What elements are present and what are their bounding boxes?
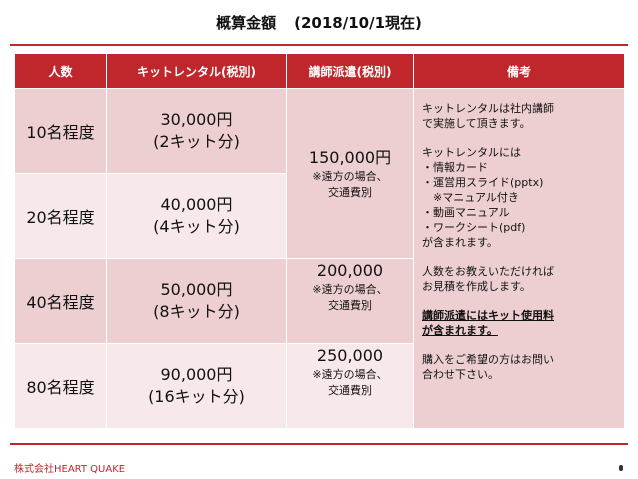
rental-cell: 30,000円 (2キット分)	[106, 88, 287, 174]
dispatch-cell: 200,000 ※遠方の場合、 交通費別	[286, 258, 414, 344]
table-row: 10名程度 30,000円 (2キット分) 150,000円 ※遠方の場合、 交…	[14, 88, 625, 429]
remarks-line: 合わせ下さい。	[422, 368, 499, 381]
page-marker	[619, 465, 623, 471]
table-row: 80名程度 90,000円 (16キット分) 250,000 ※遠方の場合、 交…	[14, 343, 625, 429]
header-dispatch: 講師派遣(税別)	[286, 53, 414, 89]
remarks-line: 購入をご希望の方はお問い	[422, 353, 554, 366]
rental-kits: (16キット分)	[148, 387, 245, 406]
dispatch-amount: 200,000	[316, 261, 384, 280]
rental-kits: (8キット分)	[153, 302, 240, 321]
remarks-line: ・動画マニュアル	[422, 206, 510, 219]
header-kit-rental: キットレンタル(税別)	[106, 53, 287, 89]
remarks-line: キットレンタルは社内講師	[422, 102, 554, 115]
dispatch-amount: 250,000	[316, 346, 384, 365]
rental-cell: 90,000円 (16キット分)	[106, 343, 287, 429]
remarks-line: で実施して頂きます。	[422, 117, 531, 130]
table-row: 40名程度 50,000円 (8キット分) 200,000 ※遠方の場合、 交通…	[14, 258, 625, 344]
bottom-divider	[10, 443, 628, 445]
company-name: 株式会社HEART QUAKE	[14, 464, 126, 475]
rental-amount: 90,000円	[160, 365, 233, 384]
dispatch-note: ※遠方の場合、	[312, 368, 388, 381]
remarks-line: ※マニュアル付き	[422, 191, 519, 204]
dispatch-amount: 150,000円	[308, 147, 392, 167]
header-row: 人数 キットレンタル(税別) 講師派遣(税別) 備考	[14, 53, 625, 89]
dispatch-note: ※遠方の場合、	[312, 283, 388, 296]
remarks-emphasis: 講師派遣にはキット使用料	[422, 309, 554, 322]
remarks-line: ・情報カード	[422, 161, 488, 174]
people-cell: 40名程度	[14, 258, 107, 344]
remarks-line: が含まれます。	[422, 236, 498, 249]
dispatch-cell: 250,000 ※遠方の場合、 交通費別	[286, 343, 414, 429]
rental-amount: 50,000円	[160, 280, 233, 299]
page-title: 概算金額 (2018/10/1現在)	[0, 12, 638, 33]
rental-amount: 30,000円	[160, 110, 233, 129]
people-cell: 20名程度	[14, 173, 107, 259]
top-divider	[10, 44, 628, 46]
title-main: 概算金額	[216, 14, 277, 32]
header-people: 人数	[14, 53, 107, 89]
remarks-line: ・ワークシート(pdf)	[422, 221, 526, 234]
rental-kits: (2キット分)	[153, 132, 240, 151]
header-remarks: 備考	[413, 53, 625, 89]
people-cell: 10名程度	[14, 88, 107, 174]
dispatch-note-2: 交通費別	[328, 185, 372, 199]
remarks-line: お見積を作成します。	[422, 280, 531, 293]
rental-amount: 40,000円	[160, 195, 233, 214]
rental-cell: 40,000円 (4キット分)	[106, 173, 287, 259]
remarks-emphasis: が含まれます。	[422, 324, 498, 337]
title-date: (2018/10/1現在)	[294, 14, 422, 32]
rental-kits: (4キット分)	[153, 217, 240, 236]
rental-cell: 50,000円 (8キット分)	[106, 258, 287, 344]
remarks-line: キットレンタルには	[422, 146, 521, 159]
remarks-cell: キットレンタルは社内講師 で実施して頂きます。 キットレンタルには ・情報カード…	[413, 88, 625, 429]
dispatch-note-2: 交通費別	[328, 384, 372, 397]
remarks-line: ・運営用スライド(pptx)	[422, 176, 544, 189]
table-row: 20名程度 40,000円 (4キット分)	[14, 173, 625, 259]
remarks-line: 人数をお教えいただければ	[422, 265, 554, 278]
dispatch-note: ※遠方の場合、	[312, 169, 388, 183]
price-table: 人数 キットレンタル(税別) 講師派遣(税別) 備考 10名程度 30,000円…	[14, 53, 625, 429]
people-cell: 80名程度	[14, 343, 107, 429]
dispatch-note-2: 交通費別	[328, 299, 372, 312]
dispatch-cell: 150,000円 ※遠方の場合、 交通費別	[286, 88, 414, 259]
